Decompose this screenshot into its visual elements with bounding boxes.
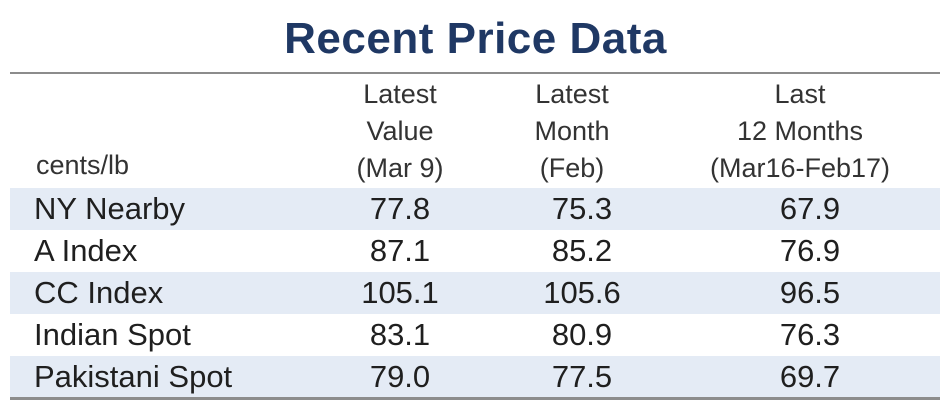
table-row: Indian Spot 83.1 80.9 76.3 [10, 314, 940, 356]
row-label: CC Index [34, 275, 164, 310]
bottom-rule [10, 397, 940, 400]
table-cell: 85.2 [551, 233, 613, 268]
table-row: Pakistani Spot 79.0 77.5 69.7 [10, 356, 940, 398]
table-cell: 76.9 [779, 233, 841, 268]
table-cell: 96.5 [779, 275, 841, 310]
row-label: NY Nearby [34, 191, 186, 226]
column-header-line: (Mar16-Feb17) [709, 153, 891, 183]
column-header-latest-value: Latest Value (Mar 9) [300, 76, 500, 187]
column-header-line: Latest [363, 79, 437, 109]
column-header-line: Last [774, 79, 826, 109]
table-cell: 67.9 [779, 191, 841, 226]
column-header-line: (Mar 9) [356, 153, 444, 183]
table-cell: 69.7 [779, 359, 841, 394]
row-label: A Index [34, 233, 138, 268]
top-rule [10, 72, 940, 74]
column-header-line: Month [534, 116, 610, 146]
column-header-line: Value [366, 116, 434, 146]
table-cell: 105.1 [361, 275, 439, 310]
table-cell: 79.0 [369, 359, 431, 394]
table-row: CC Index 105.1 105.6 96.5 [10, 272, 940, 314]
table-cell: 77.5 [551, 359, 613, 394]
column-header-line: (Feb) [539, 153, 605, 183]
row-label: Pakistani Spot [34, 359, 233, 394]
table-cell: 105.6 [543, 275, 621, 310]
column-header-last-12-months: Last 12 Months (Mar16-Feb17) [670, 76, 930, 187]
column-header-line: Latest [535, 79, 609, 109]
table-cell: 77.8 [369, 191, 431, 226]
table-cell: 76.3 [779, 317, 841, 352]
table-title: Recent Price Data [284, 14, 667, 63]
table-cell: 87.1 [369, 233, 431, 268]
row-label: Indian Spot [34, 317, 191, 352]
unit-label: cents/lb [36, 150, 130, 180]
column-header-latest-month: Latest Month (Feb) [472, 76, 672, 187]
column-header-line: 12 Months [736, 116, 864, 146]
table-cell: 83.1 [369, 317, 431, 352]
table-row: NY Nearby 77.8 75.3 67.9 [10, 188, 940, 230]
table-cell: 75.3 [551, 191, 613, 226]
table-row: A Index 87.1 85.2 76.9 [10, 230, 940, 272]
table-cell: 80.9 [551, 317, 613, 352]
